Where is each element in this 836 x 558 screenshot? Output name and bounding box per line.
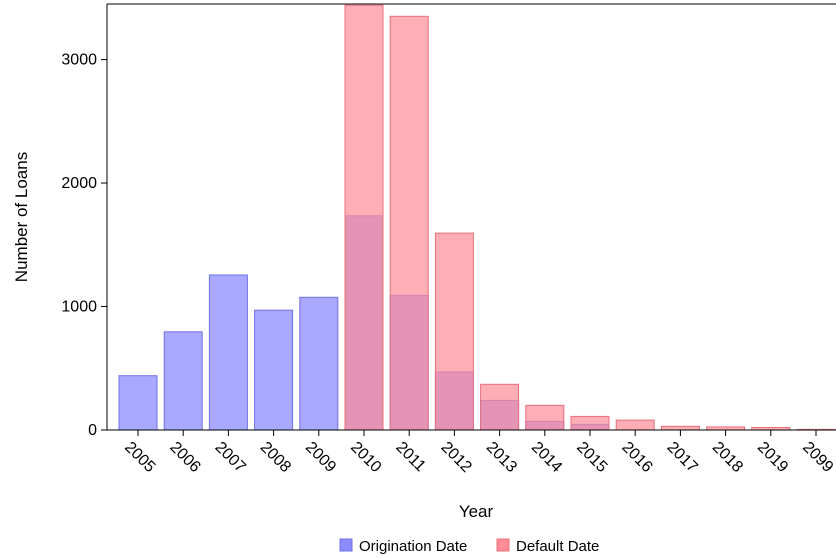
- x-axis-title: Year: [459, 502, 494, 521]
- origination-bar-2008: [254, 309, 294, 431]
- x-tick-label-2018: 2018: [709, 439, 746, 476]
- legend-label-origination: Origination Date: [359, 538, 467, 555]
- y-tick-label: 2000: [61, 175, 97, 192]
- y-tick-label: 3000: [61, 52, 97, 69]
- x-tick-label-2005: 2005: [121, 439, 158, 476]
- x-tick-label-2013: 2013: [483, 439, 520, 476]
- default-bar-2017: [660, 425, 700, 431]
- x-tick-label-2015: 2015: [573, 439, 610, 476]
- x-tick-label-2016: 2016: [618, 439, 655, 476]
- default-bar-2010: [344, 4, 384, 431]
- origination-bar-2006: [163, 331, 203, 431]
- x-tick-label-2006: 2006: [166, 439, 203, 476]
- x-tick-label-2009: 2009: [302, 439, 339, 476]
- legend-label-default: Default Date: [516, 538, 599, 555]
- x-tick-label-2019: 2019: [754, 439, 791, 476]
- default-bar-2013: [480, 383, 520, 431]
- legend-swatch-default: [496, 538, 510, 552]
- default-bar-2011: [389, 15, 429, 431]
- default-bar-2015: [570, 415, 610, 431]
- x-ticks: 2005 2006 2007 2008 2009 2010 2011 2012 2013 2014…: [121, 430, 836, 476]
- origination-bar-2007: [208, 274, 248, 431]
- origination-bar-2005: [118, 375, 158, 431]
- x-tick-label-2007: 2007: [212, 439, 249, 476]
- x-tick-label-2099: 2099: [799, 439, 836, 476]
- default-bar-2012: [434, 232, 474, 431]
- legend-swatch-origination: [339, 538, 353, 552]
- x-tick-label-2012: 2012: [438, 439, 475, 476]
- legend: Origination Date Default Date: [339, 538, 599, 555]
- x-tick-label-2017: 2017: [664, 439, 701, 476]
- x-tick-label-2011: 2011: [392, 439, 428, 475]
- y-tick-label: 1000: [61, 299, 97, 316]
- default-bars: [344, 4, 836, 431]
- y-tick-label: 0: [88, 422, 97, 439]
- x-tick-label-2010: 2010: [347, 439, 384, 476]
- origination-bar-2009: [299, 296, 339, 431]
- default-bar-2014: [525, 404, 565, 431]
- y-axis-title: Number of Loans: [12, 152, 31, 282]
- x-tick-label-2008: 2008: [257, 439, 294, 476]
- x-tick-label-2014: 2014: [528, 439, 565, 476]
- default-bar-2016: [615, 419, 655, 431]
- y-ticks: 0 1000 2000 3000: [61, 52, 107, 439]
